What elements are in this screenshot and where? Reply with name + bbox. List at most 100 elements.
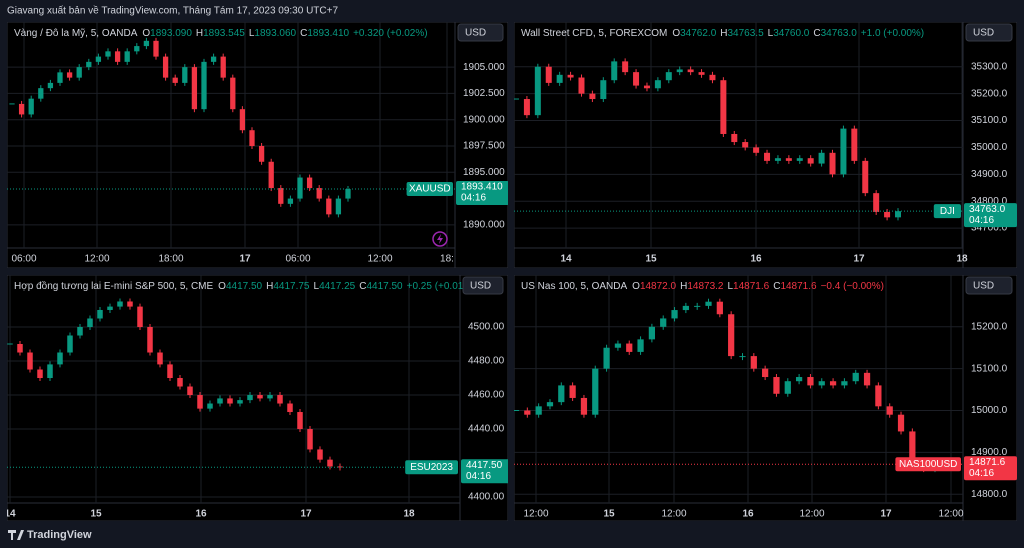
currency-button[interactable]	[457, 23, 504, 42]
candle-body	[258, 145, 265, 162]
symbol: US Nas 100, 5, OANDA	[521, 281, 627, 292]
ohlc-value: 4417.50	[366, 281, 403, 292]
x-tick-label: 17	[300, 509, 312, 520]
x-tick-label: 12:00	[799, 509, 824, 520]
candle-body	[105, 51, 111, 57]
candle-body	[546, 402, 554, 407]
x-tick-label: 06:00	[285, 254, 310, 265]
candle-body	[622, 61, 629, 73]
candle-body	[220, 56, 226, 78]
y-tick-label: 14800.0	[971, 489, 1008, 500]
countdown: 04:16	[969, 468, 994, 479]
x-tick-label: 17	[239, 254, 251, 265]
y-tick-label: 35100.0	[971, 115, 1008, 126]
candle-body	[27, 352, 33, 370]
y-tick-label: 35200.0	[971, 88, 1008, 99]
candle-body	[886, 406, 893, 415]
x-tick-label: 12:00	[367, 254, 392, 265]
ohlc-value: 1893.410	[307, 28, 349, 39]
x-tick-label: 18:00	[158, 254, 183, 265]
price-tag	[456, 181, 508, 206]
panel-background	[7, 22, 508, 268]
candle-body	[694, 305, 701, 307]
candle-body	[77, 326, 83, 336]
candle-body	[545, 66, 552, 83]
candle-body	[57, 72, 63, 83]
ohlc-key: O	[632, 281, 640, 292]
y-tick-label: 34700.0	[971, 223, 1008, 234]
ohlc-value: 34763.0	[821, 28, 858, 39]
candle-body	[307, 429, 313, 450]
currency-button[interactable]	[462, 276, 504, 295]
x-tick-label: 06:00	[11, 254, 36, 265]
candle-body	[249, 130, 255, 146]
candle-body	[117, 301, 123, 307]
candle-body	[682, 305, 689, 311]
currency[interactable]: USD	[973, 28, 994, 39]
candle-body	[297, 412, 303, 430]
ohlc-key: H	[720, 28, 727, 39]
ohlc-key: L	[314, 281, 320, 292]
candle-body	[524, 410, 531, 415]
chart-panel: 4400.00 4440.00 4460.00 4480.00 4500.00 14 15 1…	[4, 275, 508, 521]
ohlc-value: 1893.090	[150, 28, 192, 39]
candle-body	[626, 343, 633, 352]
candle-body	[534, 66, 541, 116]
ohlc-key: O	[218, 281, 226, 292]
currency-button[interactable]	[965, 276, 1013, 295]
x-tick-label: 14	[4, 509, 16, 520]
candle-body	[267, 395, 273, 399]
candle-body	[76, 67, 82, 78]
candle-body	[569, 385, 576, 398]
candle-body	[277, 395, 283, 404]
x-tick-label: 17	[880, 509, 892, 520]
candle-body	[57, 352, 63, 365]
candle-body	[66, 72, 73, 78]
ohlc-key: C	[359, 281, 366, 292]
candle-body	[239, 109, 246, 131]
symbol: Vàng / Đô la Mỹ, 5, OANDA	[14, 28, 138, 39]
y-tick-label: 1902.500	[463, 88, 505, 99]
x-tick-label: 15	[603, 509, 615, 520]
chart-panel: 1890.000 1895.000 1897.500 1900.000 1902.500…	[7, 22, 508, 268]
y-tick-label: 34800.0	[971, 196, 1008, 207]
candle-body	[750, 356, 757, 369]
candle-body	[567, 74, 574, 78]
ticker-label: XAUUSD	[409, 184, 451, 195]
currency[interactable]: USD	[470, 281, 491, 292]
ohlc-value: 1893.545	[203, 28, 245, 39]
candle-body	[558, 385, 565, 403]
candle-body	[97, 309, 103, 319]
candle-body	[643, 85, 650, 89]
candle-body	[875, 385, 882, 407]
currency[interactable]: USD	[465, 28, 486, 39]
ohlc-key: H	[680, 281, 687, 292]
chart-legend: Wall Street CFD, 5, FOREXCOM O34762.0 H347…	[521, 28, 924, 39]
candle-body	[17, 344, 23, 353]
x-tick-label: 12:00	[84, 254, 109, 265]
candle-body	[306, 177, 313, 189]
candle-body	[278, 188, 284, 204]
candle-body	[807, 377, 814, 386]
candle-body	[676, 69, 683, 73]
candle-body	[127, 301, 133, 307]
candle-body	[167, 364, 173, 379]
symbol: Hợp đồng tương lai E-mini S&P 500, 5, CM…	[14, 280, 213, 292]
y-tick-label: 1900.000	[463, 114, 505, 125]
candle-body	[600, 80, 607, 100]
currency[interactable]: USD	[973, 281, 994, 292]
candle	[514, 410, 520, 412]
x-tick-label: 12:00	[523, 509, 548, 520]
alert-icon[interactable]	[432, 231, 448, 247]
candle-body	[818, 152, 825, 164]
currency-button[interactable]	[965, 23, 1013, 42]
candle-body	[37, 369, 43, 379]
ohlc-key: H	[266, 281, 273, 292]
candle-body	[172, 77, 178, 83]
candle-body	[287, 403, 293, 413]
candle-body	[114, 51, 121, 62]
candle-body	[894, 211, 902, 218]
ohlc-key: C	[813, 28, 820, 39]
x-tick-label: 17	[853, 254, 865, 265]
candle-body	[897, 414, 905, 432]
